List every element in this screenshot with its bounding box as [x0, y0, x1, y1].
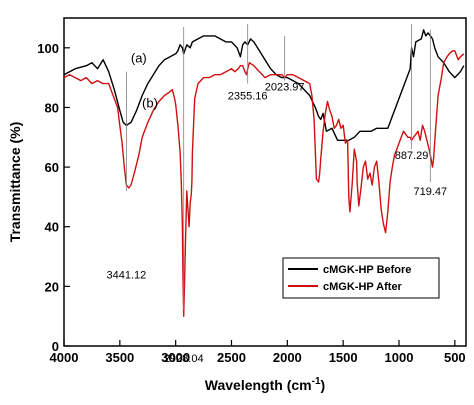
peak-label: 2355.16 — [228, 91, 268, 103]
x-tick-label: 4000 — [50, 350, 79, 365]
y-tick-label: 40 — [45, 220, 59, 235]
x-tick-label: 3500 — [105, 350, 134, 365]
y-tick-label: 0 — [52, 339, 59, 354]
y-axis-title: Transmittance (%) — [7, 122, 23, 243]
peak-label: 887.29 — [395, 150, 429, 162]
axes: 4000 3500 3000 2500 2000 1500 1000 500 0 20 40 60 80… — [37, 41, 465, 365]
y-tick-label: 80 — [45, 100, 59, 115]
x-tick-label: 1000 — [385, 350, 414, 365]
peak-label: 2928.04 — [164, 353, 204, 365]
peak-label: 719.47 — [413, 186, 447, 198]
legend-label-before: cMGK-HP Before — [323, 264, 411, 276]
peak-label: 3441.12 — [107, 269, 147, 281]
x-axis-title: Wavelength (cm-1) — [205, 376, 325, 393]
series-layer: (a) (b) — [63, 29, 465, 317]
x-tick-label: 2500 — [217, 350, 246, 365]
plot-frame — [63, 17, 467, 347]
x-tick-label: 1500 — [329, 350, 358, 365]
legend: cMGK-HP Before cMGK-HP After — [282, 257, 440, 299]
x-axis-title-tail: ) — [321, 377, 326, 393]
peak-label: 2023.97 — [265, 82, 305, 94]
curve-label-a: (a) — [131, 51, 147, 66]
x-tick-label: 2000 — [273, 350, 302, 365]
y-tick-label: 60 — [45, 160, 59, 175]
legend-label-after: cMGK-HP After — [323, 281, 403, 293]
plot-border — [63, 17, 467, 347]
x-axis-title-main: Wavelength (cm — [205, 377, 312, 393]
legend-box — [282, 257, 440, 299]
y-tick-label: 100 — [37, 41, 59, 56]
x-axis-title-sup: -1 — [312, 376, 321, 387]
y-tick-label: 20 — [45, 279, 59, 294]
x-tick-label: 3000 — [161, 350, 190, 365]
curve-label-b: (b) — [142, 95, 158, 110]
x-tick-label: 500 — [444, 350, 466, 365]
series-line-after — [63, 50, 465, 317]
series-line-before — [63, 29, 465, 141]
